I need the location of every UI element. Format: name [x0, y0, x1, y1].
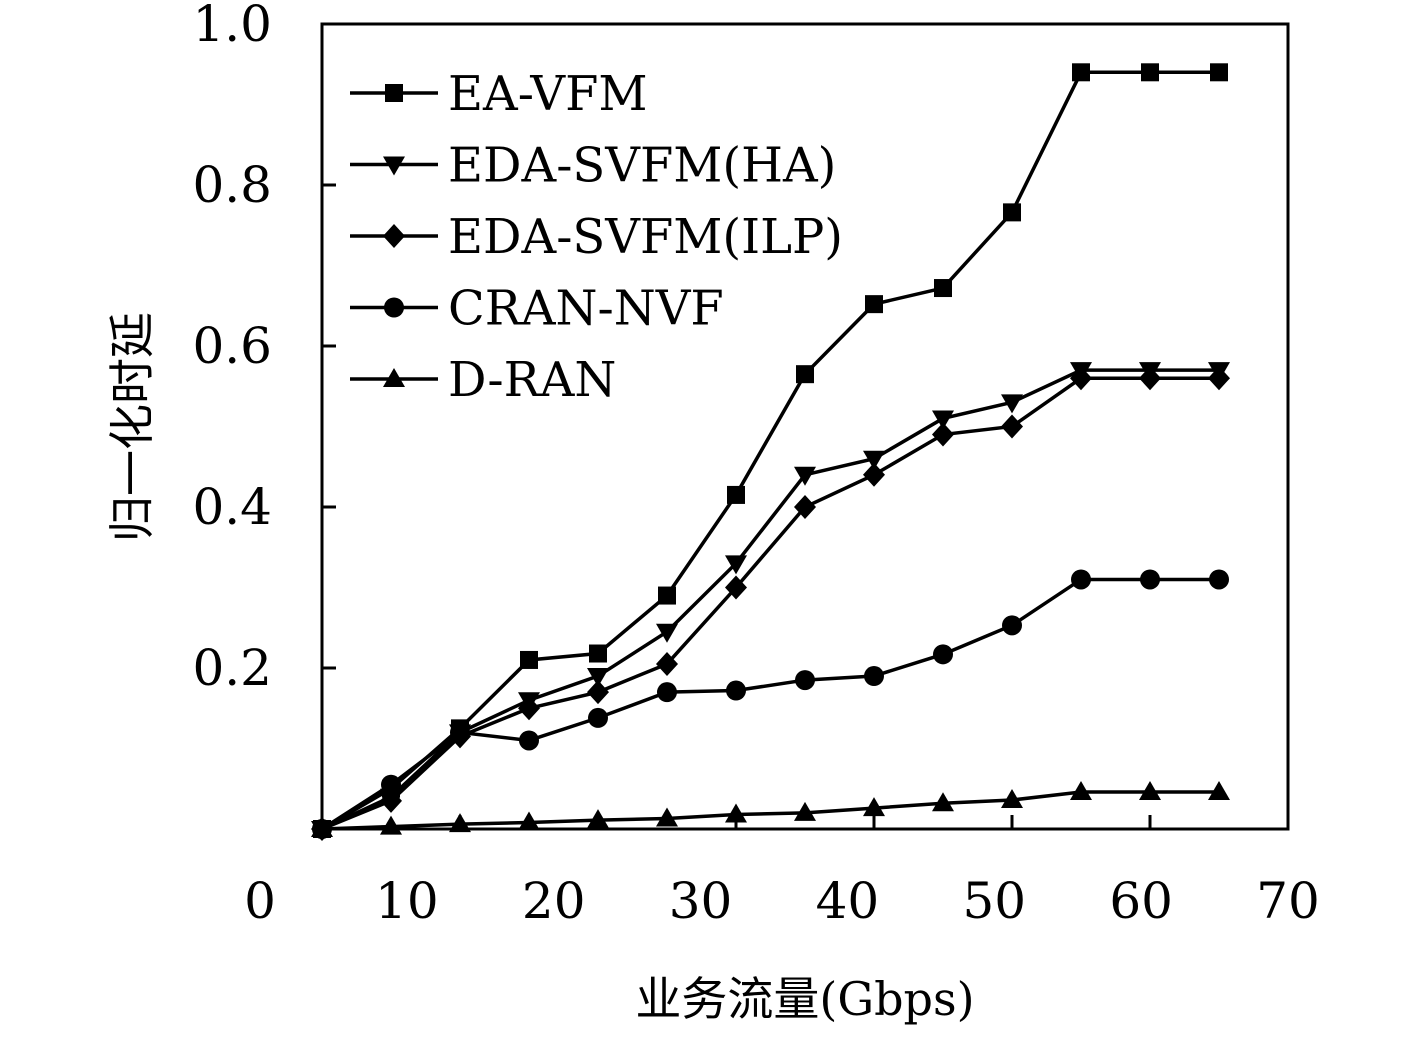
data-point — [932, 792, 954, 812]
x-tick-label: 60 — [1109, 872, 1173, 930]
legend-marker — [383, 224, 405, 248]
y-axis-title: 归一化时延 — [105, 312, 159, 542]
data-point — [725, 575, 747, 600]
data-point — [794, 495, 816, 519]
series-line — [321, 577, 1219, 831]
x-axis: 0 10 20 30 40 50 60 70 — [244, 815, 1320, 930]
x-tick-label: 50 — [962, 872, 1026, 930]
data-point — [1001, 414, 1023, 439]
legend: EA-VFM EDA-SVFM(HA) EDA-SVFM(ILP) CRAN-NVF D… — [350, 66, 843, 408]
data-point — [587, 680, 609, 705]
data-point — [1003, 203, 1021, 222]
data-point — [932, 410, 954, 430]
data-point — [932, 422, 954, 447]
data-point — [518, 696, 540, 721]
data-point — [587, 668, 609, 688]
data-point — [519, 730, 539, 751]
data-point — [794, 801, 816, 821]
data-point — [1002, 615, 1022, 636]
data-point — [863, 462, 885, 487]
y-tick-label: 0.2 — [192, 639, 272, 697]
data-point — [1139, 780, 1161, 800]
data-point — [863, 797, 885, 817]
data-point — [449, 813, 471, 833]
x-tick-label: 40 — [816, 872, 880, 930]
x-tick-label: 20 — [522, 872, 586, 930]
data-point — [380, 815, 402, 835]
data-point — [725, 555, 747, 575]
data-point — [727, 485, 745, 504]
data-point — [864, 666, 884, 687]
legend-label: EDA-SVFM(ILP) — [448, 209, 843, 265]
legend-label: D-RAN — [448, 352, 616, 408]
x-tick-label: 10 — [375, 872, 439, 930]
series-3 — [312, 569, 1229, 839]
data-point — [1070, 366, 1092, 391]
x-tick-label: 30 — [669, 872, 733, 930]
data-point — [311, 818, 333, 837]
legend-label: EDA-SVFM(HA) — [448, 138, 836, 194]
series-line — [321, 376, 1219, 831]
legend-marker — [383, 368, 405, 387]
y-axis: 0.2 0.4 0.6 0.8 1.0 — [192, 0, 336, 697]
data-point — [450, 722, 470, 743]
data-point — [520, 650, 538, 669]
data-point — [863, 450, 885, 470]
legend-marker — [385, 84, 403, 102]
data-point — [725, 803, 747, 823]
data-point — [794, 466, 816, 486]
data-point — [588, 707, 608, 728]
data-point — [656, 807, 678, 827]
series-4 — [311, 780, 1230, 837]
data-point — [380, 788, 402, 813]
data-point — [1070, 780, 1092, 800]
data-point — [656, 651, 678, 676]
x-tick-label: 70 — [1256, 872, 1320, 930]
data-point — [726, 680, 746, 701]
data-point — [656, 623, 678, 643]
series-layer — [311, 63, 1230, 841]
data-point — [1001, 789, 1023, 809]
x-axis-title: 业务流量(Gbps) — [635, 972, 974, 1026]
data-point — [1140, 569, 1160, 590]
data-point — [933, 644, 953, 665]
y-tick-label: 0.6 — [192, 317, 272, 375]
data-point — [1141, 63, 1159, 82]
legend-label: EA-VFM — [448, 66, 648, 122]
legend-marker — [383, 156, 405, 176]
data-point — [796, 365, 814, 384]
y-tick-label: 1.0 — [192, 0, 272, 53]
y-tick-label: 0.4 — [192, 478, 272, 536]
data-point — [518, 811, 540, 831]
series-line — [321, 70, 1219, 831]
data-point — [589, 644, 607, 663]
data-point — [657, 682, 677, 703]
data-point — [1139, 366, 1161, 391]
plot-frame — [320, 22, 1290, 831]
data-point — [658, 586, 676, 605]
data-point — [865, 295, 883, 314]
data-point — [587, 809, 609, 829]
data-point — [1071, 569, 1091, 590]
series-line — [321, 790, 1219, 831]
data-point — [1072, 63, 1090, 82]
data-point — [1208, 780, 1230, 800]
series-line — [321, 368, 1219, 831]
data-point — [1209, 569, 1229, 590]
legend-marker — [384, 297, 404, 318]
y-tick-label: 0.8 — [192, 156, 272, 214]
data-point — [934, 279, 952, 298]
x-tick-label: 0 — [244, 872, 276, 930]
data-point — [1210, 63, 1228, 82]
legend-label: CRAN-NVF — [448, 281, 724, 337]
data-point — [1001, 394, 1023, 414]
data-point — [1208, 366, 1230, 391]
data-point — [795, 670, 815, 691]
data-point — [381, 774, 401, 795]
